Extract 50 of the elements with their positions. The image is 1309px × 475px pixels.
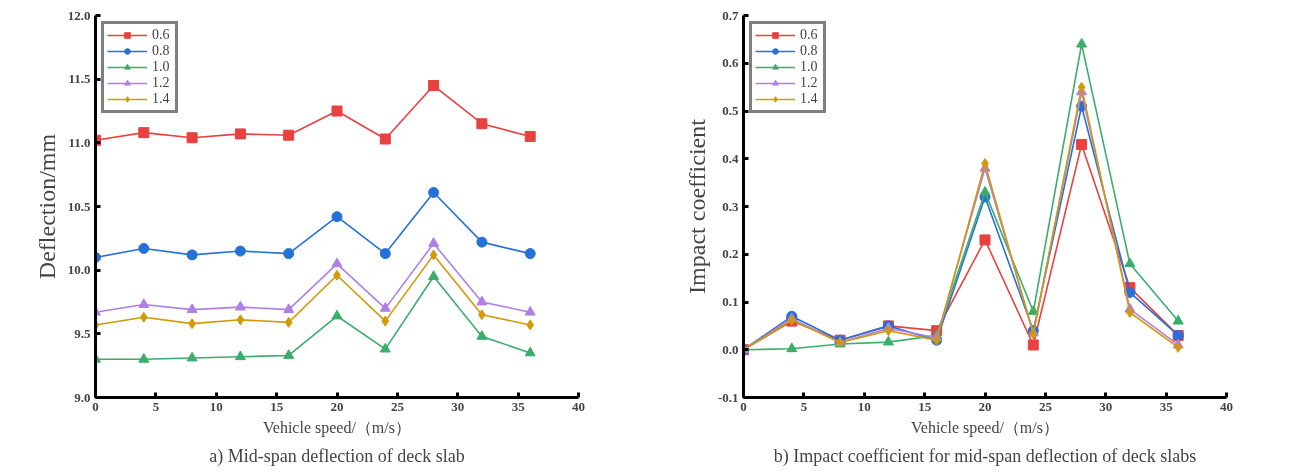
x-tick-label: 5 [152,398,160,414]
x-tick-label: 30 [1099,398,1113,414]
y-tick-label: 10.5 [67,198,91,214]
x-tick-label: 10 [857,398,871,414]
text: b) Impact coefficient for mid-span deflection of deck slabs [773,445,1197,467]
y-tick-label: 9.5 [74,325,91,341]
y-tick-label: 0.6 [722,55,739,71]
x-tick-label: 35 [511,398,526,414]
legend-label: 1.0 [152,59,171,75]
legend-label: 0.6 [800,27,819,43]
x-tick-label: 25 [390,398,405,414]
x-tick-label: 10 [209,398,223,414]
x-tick-label: 15 [918,398,932,414]
y-tick-label: 11.5 [68,71,91,87]
x-tick-label: 30 [451,398,465,414]
y-tick-label: 0.4 [722,150,739,166]
y-tick-label: 0.0 [722,341,739,357]
y-tick-label: -0.1 [717,389,739,405]
y-tick-label: 0.5 [722,103,739,118]
legend-label: 0.6 [152,27,171,43]
y-tick-label: 0.2 [722,246,739,262]
legend-label: 0.8 [152,43,171,59]
y-tick-label: 9.0 [74,389,91,405]
legend-label: 0.8 [800,43,819,59]
x-tick-label: 5 [800,398,808,414]
x-tick-label: 20 [330,398,344,414]
legend-label: 1.4 [800,91,819,107]
x-tick-label: 0 [92,398,99,414]
x-tick-label: 25 [1038,398,1053,414]
x-tick-label: 15 [270,398,284,414]
y-tick-label: 0.3 [722,198,739,214]
legend-label: 1.4 [152,91,171,107]
y-tick-label: 11.0 [68,134,91,150]
x-axis-title: Vehicle speed/（m/s） [911,418,1059,437]
y-axis-title: Impact coefficient [683,118,710,294]
x-axis-title: Vehicle speed/（m/s） [263,418,411,437]
y-tick-label: 0.1 [722,294,739,309]
text: a) Mid-span deflection of deck slab [209,445,465,467]
legend-label: 1.2 [152,75,171,91]
legend-label: 1.2 [800,75,819,91]
y-tick-label: 0.7 [722,7,739,23]
x-tick-label: 40 [572,398,585,414]
x-tick-label: 20 [978,398,992,414]
y-axis-title: Deflection/mm [33,133,60,280]
x-tick-label: 0 [740,398,747,414]
y-tick-label: 10.0 [67,262,91,278]
x-tick-label: 40 [1220,398,1233,414]
legend-label: 1.0 [800,59,819,75]
y-tick-label: 12.0 [67,7,91,23]
x-tick-label: 35 [1159,398,1174,414]
